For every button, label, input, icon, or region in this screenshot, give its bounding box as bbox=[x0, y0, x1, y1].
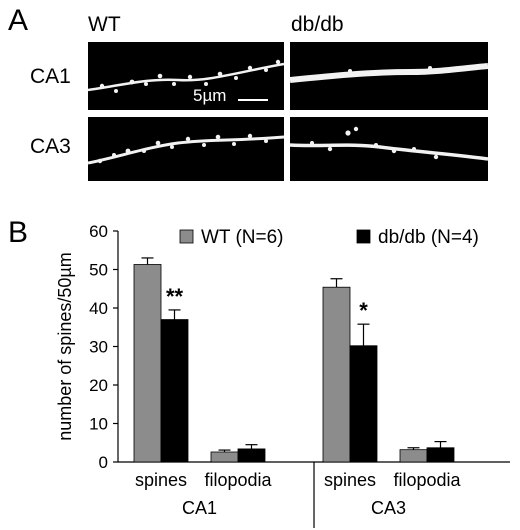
y-tick-label: 60 bbox=[89, 222, 108, 241]
micrograph-wt-ca3 bbox=[88, 117, 284, 181]
x-category-label: filopodia bbox=[204, 470, 272, 490]
y-tick-label: 50 bbox=[89, 261, 108, 280]
legend-swatch-wt bbox=[179, 229, 194, 244]
x-category-label: spines bbox=[324, 470, 376, 490]
legend-label-dbdb: db/db (N=4) bbox=[378, 227, 479, 248]
bar-dbdb bbox=[426, 447, 455, 463]
row-label-ca3: CA3 bbox=[30, 135, 71, 158]
legend-label-wt: WT (N=6) bbox=[201, 227, 284, 248]
micrograph-dbdb-ca3 bbox=[290, 117, 488, 181]
bar-dbdb bbox=[160, 319, 189, 463]
col-label-wt: WT bbox=[88, 13, 121, 36]
legend-swatch-dbdb bbox=[356, 229, 371, 244]
x-group-label-ca3: CA3 bbox=[371, 498, 406, 518]
y-tick-label: 40 bbox=[89, 299, 108, 318]
bar-wt bbox=[210, 451, 239, 463]
bar-chart: 0 10 20 30 40 50 60 number of spines/50µm ** spin… bbox=[55, 222, 510, 528]
col-label-dbdb: db/db bbox=[291, 13, 344, 36]
bar-wt bbox=[399, 449, 428, 463]
row-label-ca1: CA1 bbox=[30, 65, 71, 88]
micrograph-dbdb-ca1 bbox=[290, 42, 488, 110]
micrograph-wt-ca1 bbox=[88, 42, 284, 110]
scale-bar-label: 5µm bbox=[193, 86, 227, 105]
y-tick-label: 30 bbox=[89, 338, 108, 357]
x-category-label: spines bbox=[135, 470, 187, 490]
y-tick-label: 0 bbox=[99, 453, 108, 472]
y-tick-label: 10 bbox=[89, 415, 108, 434]
x-category-label: filopodia bbox=[393, 470, 461, 490]
panel-b-letter: B bbox=[8, 216, 29, 249]
x-group-label-ca1: CA1 bbox=[182, 498, 217, 518]
y-tick-label: 20 bbox=[89, 376, 108, 395]
significance-marker: ** bbox=[166, 284, 184, 309]
panel-a-letter: A bbox=[8, 4, 29, 37]
bar-dbdb bbox=[237, 448, 266, 463]
significance-marker: * bbox=[359, 298, 368, 323]
y-axis-label: number of spines/50µm bbox=[55, 252, 75, 440]
bar-dbdb bbox=[349, 345, 378, 463]
bar-wt bbox=[322, 286, 351, 463]
bar-wt bbox=[133, 264, 162, 463]
